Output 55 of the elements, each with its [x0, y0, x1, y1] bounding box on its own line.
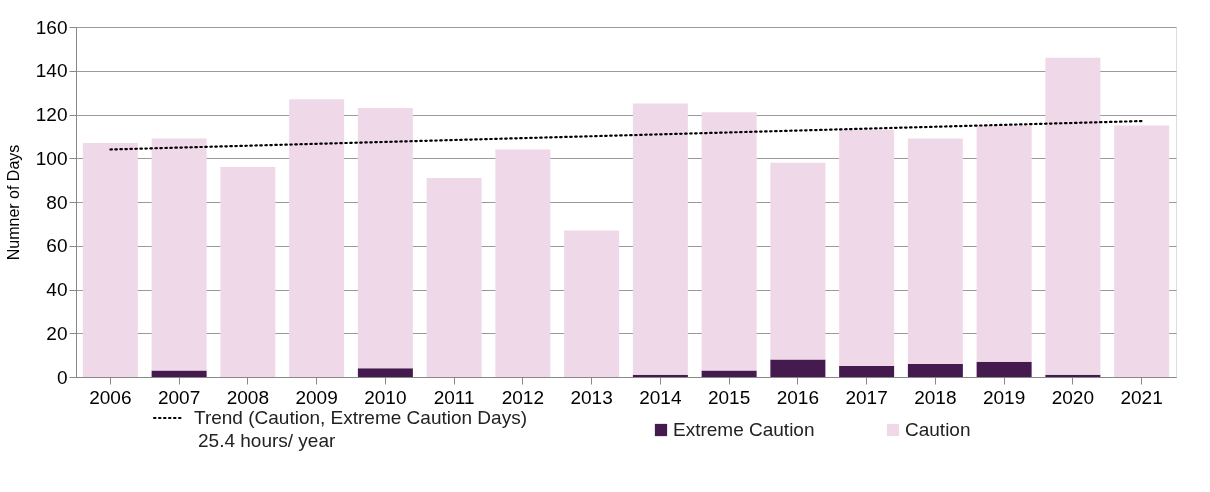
x-tick-label: 2009 — [295, 386, 338, 408]
y-tick-label: 140 — [35, 60, 68, 82]
bar — [632, 103, 688, 375]
bar — [289, 99, 345, 377]
y-tick-label: 100 — [35, 147, 68, 169]
x-tick-label: 2013 — [570, 386, 613, 408]
bar — [976, 361, 1032, 377]
bar — [426, 177, 482, 377]
bar — [770, 359, 826, 377]
x-tick-label: 2010 — [364, 386, 407, 408]
bar — [839, 366, 895, 377]
bar — [976, 125, 1032, 362]
legend-label: Extreme Caution — [673, 419, 815, 440]
y-tick-label: 40 — [46, 279, 68, 300]
y-tick-label: 160 — [35, 16, 68, 38]
x-tick-label: 2021 — [1120, 386, 1163, 408]
y-tick-label: 0 — [56, 366, 68, 388]
bar — [907, 138, 963, 364]
y-tick-label: 20 — [46, 322, 68, 344]
x-tick-label: 2019 — [982, 386, 1026, 408]
legend-label: Trend (Caution, Extreme Caution Days) — [194, 407, 527, 428]
y-tick-label: 60 — [46, 235, 68, 257]
bar — [1045, 374, 1101, 377]
bar — [151, 370, 207, 377]
bar — [151, 138, 207, 371]
bar — [82, 142, 138, 377]
bar — [907, 363, 963, 377]
bar — [632, 374, 688, 377]
x-tick-label: 2006 — [89, 386, 132, 408]
x-tick-label: 2017 — [845, 386, 888, 408]
bar — [357, 368, 413, 377]
x-tick-label: 2008 — [226, 386, 270, 408]
bar — [839, 129, 895, 367]
bar — [1114, 125, 1170, 377]
x-tick-label: 2014 — [639, 386, 682, 408]
bar — [495, 149, 551, 377]
x-tick-label: 2018 — [914, 386, 957, 408]
x-tick-label: 2015 — [707, 386, 751, 408]
y-tick-label: 80 — [46, 191, 68, 213]
x-tick-label: 2016 — [776, 386, 820, 408]
y-tick-label: 120 — [35, 104, 68, 125]
bar — [701, 112, 757, 371]
bar — [564, 230, 620, 377]
bar — [701, 370, 757, 377]
legend-label: Caution — [905, 419, 971, 440]
bar — [770, 162, 826, 360]
bar — [357, 107, 413, 369]
x-tick-label: 2007 — [157, 386, 201, 408]
x-tick-label: 2011 — [433, 386, 475, 408]
bar — [1045, 57, 1101, 375]
bar — [220, 167, 276, 377]
x-tick-label: 2012 — [501, 386, 545, 408]
y-axis-title: Numner of Days — [4, 144, 22, 261]
x-tick-label: 2020 — [1051, 386, 1095, 408]
text: 25.4 hours/ year — [198, 430, 336, 451]
